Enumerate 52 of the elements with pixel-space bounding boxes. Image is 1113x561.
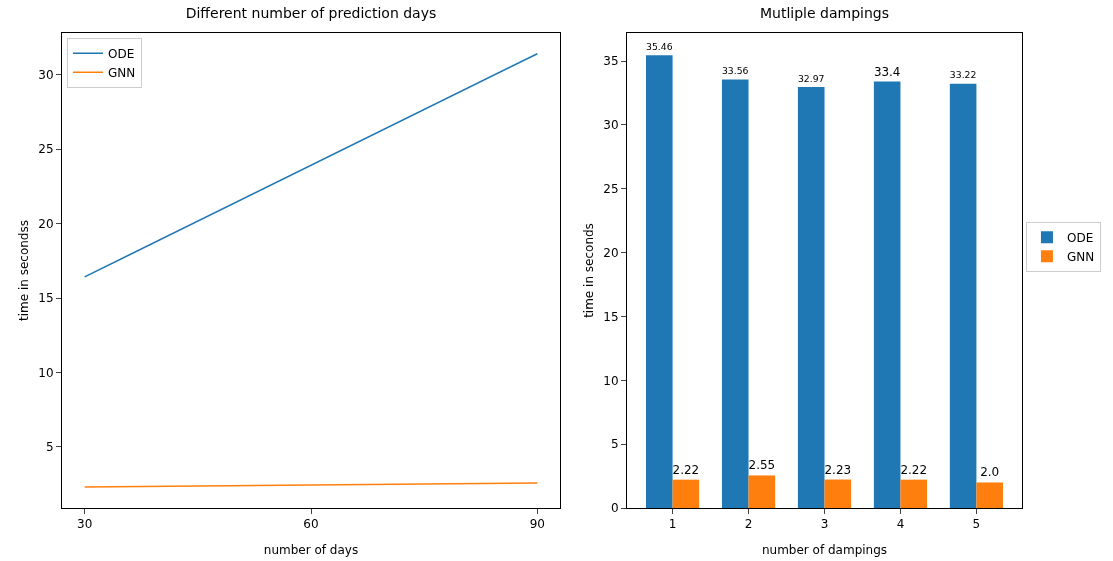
x-tick-label: 30 [77,517,93,532]
bar [873,81,901,508]
x-tick-label: 1 [668,517,677,532]
x-tick-label: 5 [972,517,981,532]
x-tick-label: 90 [529,517,545,532]
legend-label: ODE [107,46,135,61]
x-tick-label: 60 [303,517,319,532]
y-axis-title: time in secondss [17,220,31,321]
legend-label: ODE [1066,230,1094,245]
bar [721,79,749,508]
x-tick-label: 2 [744,517,753,532]
legend-label: GNN [1066,249,1095,264]
data-label: 2.0 [980,465,1000,480]
bar [645,55,673,508]
bar [949,83,977,508]
data-label: 35.46 [646,40,673,52]
y-tick-label: 10 [38,365,54,380]
bar [748,475,776,508]
y-tick-label: 30 [38,67,54,82]
data-label: 2.55 [748,458,776,473]
data-label: 33.22 [949,69,977,81]
y-tick-label: 30 [603,118,619,133]
bar [976,482,1004,508]
y-tick-label: 20 [603,245,619,260]
y-tick-label: 0 [610,501,619,516]
data-label: 33.56 [721,65,749,77]
x-axis-title: number of dampings [761,543,888,557]
y-tick-label: 5 [610,437,619,452]
bar [824,479,852,508]
legend-label: GNN [107,65,136,80]
data-label: 2.22 [900,462,928,477]
bar [672,479,700,508]
chart-title: Different number of prediction days [185,5,437,22]
bar [900,479,928,508]
bar [797,87,825,508]
x-tick-label: 3 [820,517,829,532]
data-label: 2.22 [672,462,700,477]
data-label: 2.23 [824,462,852,477]
x-axis-title: number of days [263,543,359,557]
y-axis-title: time in seconds [582,223,596,318]
y-tick-label: 15 [603,309,619,324]
y-tick-label: 25 [603,181,619,196]
y-tick-label: 10 [603,373,619,388]
x-tick-label: 4 [896,517,905,532]
chart-title: Mutliple dampings [760,5,889,22]
data-label: 33.4 [873,64,901,79]
data-label: 32.97 [797,72,825,84]
y-tick-label: 15 [38,291,54,306]
y-tick-label: 35 [603,54,619,69]
y-tick-label: 25 [38,142,54,157]
y-tick-label: 20 [38,216,54,231]
y-tick-label: 5 [45,440,54,455]
